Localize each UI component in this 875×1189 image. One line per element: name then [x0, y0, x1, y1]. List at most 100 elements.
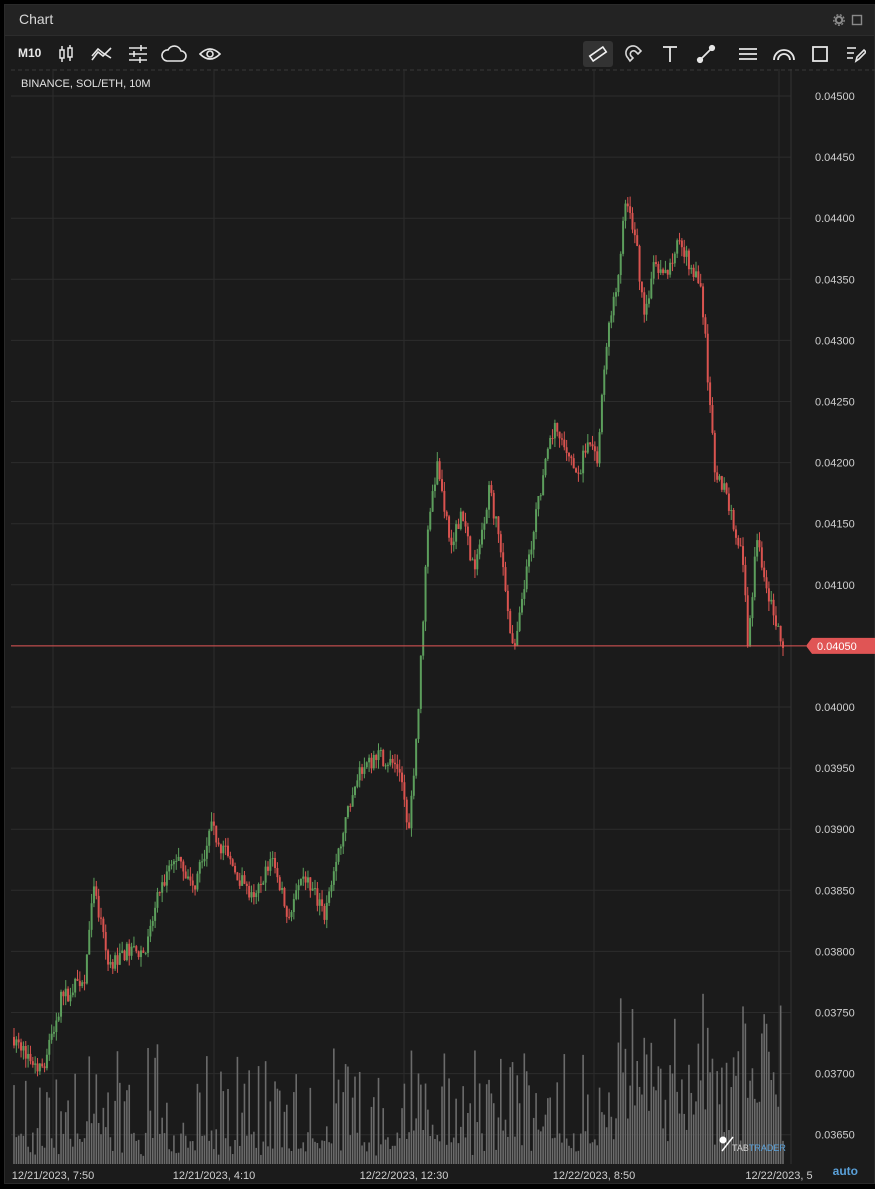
volume-bar — [380, 1144, 382, 1164]
candle-body — [302, 876, 305, 879]
volume-bar — [485, 1084, 488, 1164]
candle-body — [36, 1063, 39, 1072]
volume-bar — [730, 1087, 733, 1164]
volume-bar — [361, 1145, 363, 1164]
maximize-icon[interactable] — [851, 13, 863, 26]
candle-body — [172, 861, 175, 865]
volume-bar — [697, 1043, 700, 1164]
magnet-icon[interactable] — [619, 41, 649, 67]
chart-area[interactable]: 0.04500 0.04450 0.04400 0.04350 0.04300 0.042… — [11, 69, 875, 1184]
ruler-icon[interactable] — [583, 41, 613, 67]
hlines-icon[interactable] — [733, 41, 763, 67]
arc-icon[interactable] — [769, 41, 799, 67]
volume-bar — [674, 1018, 676, 1164]
candle-body — [212, 821, 215, 826]
volume-bar — [175, 1153, 178, 1164]
volume-bar — [22, 1135, 25, 1164]
candle-body — [520, 598, 523, 613]
candle-body — [419, 655, 422, 709]
volume-bar — [711, 1058, 714, 1164]
candle-body — [215, 825, 218, 843]
volume-bar — [196, 1083, 199, 1164]
volume-bar — [735, 1075, 737, 1164]
candle-body — [673, 253, 676, 264]
volume-bar — [159, 1133, 161, 1164]
volume-bar — [683, 1113, 686, 1164]
volume-bar — [460, 1126, 462, 1164]
volume-bar — [532, 1117, 535, 1164]
candle-body — [147, 936, 150, 953]
candle-body — [285, 906, 288, 917]
volume-bar — [492, 1103, 495, 1164]
candle-body — [236, 872, 239, 881]
candle-body — [718, 476, 721, 480]
candle-body — [139, 950, 142, 958]
candle-body — [549, 438, 552, 449]
candle-body — [125, 943, 128, 961]
candle-body — [744, 564, 747, 596]
candle-body — [248, 885, 251, 898]
candle-body — [375, 755, 378, 761]
volume-bar — [572, 1133, 575, 1164]
volume-bar — [253, 1131, 255, 1164]
candle-body — [111, 961, 114, 969]
volume-bar — [558, 1133, 561, 1164]
candle-body — [603, 369, 606, 395]
cloud-icon[interactable] — [159, 41, 189, 67]
rectangle-icon[interactable] — [805, 41, 835, 67]
candle-body — [443, 490, 446, 512]
indicators-icon[interactable] — [87, 41, 117, 67]
volume-bar — [396, 1132, 399, 1164]
volume-bar — [568, 1145, 570, 1164]
candlestick-chart[interactable]: 0.04500 0.04450 0.04400 0.04350 0.04300 0.042… — [11, 69, 875, 1184]
volume-bar — [636, 1060, 638, 1164]
line-icon[interactable] — [691, 41, 721, 67]
candle-body — [368, 757, 371, 763]
text-icon[interactable] — [655, 41, 685, 67]
gear-icon[interactable] — [833, 13, 845, 26]
candle-body — [530, 549, 533, 555]
y-tick-label: 0.04250 — [815, 397, 855, 409]
candle-body — [647, 298, 650, 304]
volume-bar — [671, 1073, 674, 1164]
candle-body — [144, 952, 147, 954]
auto-scale-button[interactable]: auto — [832, 1164, 858, 1178]
candle-body — [182, 861, 185, 872]
volume-bar — [702, 993, 704, 1164]
volume-bar — [64, 1112, 67, 1164]
volume-bar — [43, 1147, 46, 1164]
candle-body — [208, 830, 211, 846]
candle-body — [495, 516, 498, 519]
candle-body — [288, 916, 291, 918]
volume-bar — [384, 1139, 387, 1164]
candle-body — [142, 950, 145, 953]
candle-body — [713, 432, 716, 473]
candle-body — [631, 212, 634, 230]
volume-bar — [528, 1085, 530, 1164]
candle-body — [393, 762, 396, 765]
interval-selector[interactable]: M10 — [18, 46, 42, 60]
volume-bar — [641, 1094, 643, 1164]
volume-bar — [420, 1084, 422, 1164]
eye-icon[interactable] — [195, 41, 225, 67]
edit-list-icon[interactable] — [841, 41, 871, 67]
volume-bar — [182, 1122, 185, 1164]
candle-body — [191, 880, 194, 886]
volume-bar — [260, 1154, 262, 1164]
volume-bar — [15, 1137, 18, 1164]
candle-body — [551, 438, 554, 440]
settings-sliders-icon[interactable] — [123, 41, 153, 67]
volume-bar — [497, 1117, 500, 1164]
volume-bar — [166, 1102, 168, 1164]
candle-body — [314, 888, 317, 890]
volume-bar — [300, 1148, 302, 1164]
volume-bar — [530, 1150, 533, 1164]
volume-bar — [666, 1141, 669, 1164]
candle-body — [680, 240, 683, 248]
volume-bar — [483, 1150, 486, 1164]
candles-icon[interactable] — [51, 41, 81, 67]
candle-body — [38, 1063, 41, 1072]
candle-body — [459, 511, 462, 529]
candle-body — [638, 245, 641, 282]
volume-bar — [591, 1142, 594, 1164]
